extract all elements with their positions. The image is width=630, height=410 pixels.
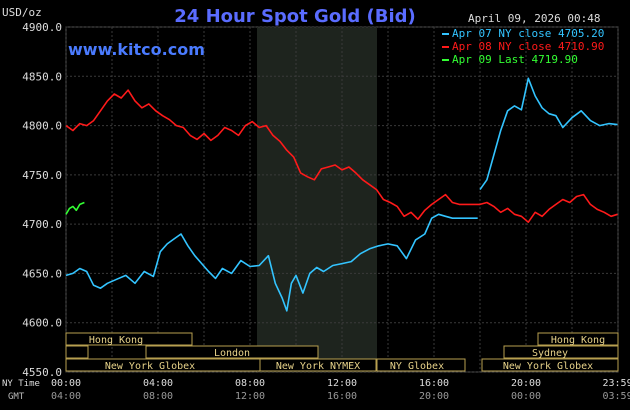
series-lines: [65, 77, 618, 312]
x-tick-gmt: 20:00: [419, 391, 449, 402]
x-tick-ny: 04:00: [143, 378, 173, 389]
session-nyglobex-mid-label: NY Globex: [390, 361, 444, 372]
x-tick-gmt: 00:00: [511, 391, 541, 402]
x-tick-gmt: 12:00: [235, 391, 265, 402]
y-unit-label: USD/oz: [2, 6, 42, 19]
y-tick-label: 4600.0: [22, 317, 62, 330]
session-hongkong-left-label: Hong Kong: [89, 335, 143, 346]
session-block-a: [65, 345, 89, 359]
y-tick-label: 4800.0: [22, 120, 62, 133]
watermark: www.kitco.com: [68, 40, 205, 59]
session-nyglobex-right: [481, 358, 619, 372]
grid-lines: [65, 26, 619, 373]
x-tick-ny: 16:00: [419, 378, 449, 389]
y-tick-label: 4700.0: [22, 218, 62, 231]
x-tick-ny: 20:00: [511, 378, 541, 389]
y-tick-label: 4650.0: [22, 267, 62, 280]
legend-entry: Apr 09 Last 4719.90: [452, 53, 578, 66]
x-tick-ny: 12:00: [327, 378, 357, 389]
session-sydney: [503, 345, 619, 359]
session-nyglobex-left-label: New York Globex: [105, 361, 195, 372]
y-tick-label: 4850.0: [22, 70, 62, 83]
x-tick-gmt: 08:00: [143, 391, 173, 402]
y-tick-label: 4750.0: [22, 169, 62, 182]
series-line-3: [65, 201, 85, 215]
chart-title: 24 Hour Spot Gold (Bid): [174, 6, 415, 27]
timestamp: April 09, 2026 00:48: [468, 12, 600, 25]
y-tick-label: 4550.0: [22, 366, 62, 379]
x-tick-ny: 23:59: [602, 378, 630, 389]
session-nymex-label: New York NYMEX: [276, 361, 360, 372]
series-line-0: [65, 213, 478, 312]
x-axis: 00:00 04:00 08:00 12:00 16:00 20:00 23:59 04:00…: [51, 378, 630, 402]
x-tick-gmt: 03:59: [602, 391, 630, 402]
session-sydney-label: Sydney: [532, 348, 568, 359]
row-label-gmt: GMT: [8, 392, 25, 402]
x-tick-ny: 00:00: [51, 378, 81, 389]
x-tick-gmt: 16:00: [327, 391, 357, 402]
session-nymex: [259, 358, 377, 372]
session-shade: [257, 27, 377, 372]
legend-entry: Apr 07 NY close 4705.20: [452, 27, 604, 40]
session-bars: Hong Kong London New York Globex New Yor…: [65, 332, 619, 372]
row-label-ny: NY Time: [2, 379, 40, 389]
session-london-label: London: [214, 348, 250, 359]
x-tick-ny: 08:00: [235, 378, 265, 389]
series-line-2: [65, 89, 618, 223]
session-hongkong-left: [65, 332, 193, 346]
y-axis: 4900.0 4850.0 4800.0 4750.0 4700.0 4650.0 4600…: [22, 21, 62, 379]
session-london: [145, 345, 319, 359]
session-hongkong-right-label: Hong Kong: [551, 335, 605, 346]
session-nyglobex-right-label: New York Globex: [503, 361, 593, 372]
legend-entry: Apr 08 NY close 4710.90: [452, 40, 604, 53]
session-hongkong-right: [537, 332, 619, 346]
series-line-1: [479, 77, 618, 191]
x-tick-gmt: 04:00: [51, 391, 81, 402]
session-nyglobex-mid: [376, 358, 466, 372]
y-tick-label: 4900.0: [22, 21, 62, 34]
